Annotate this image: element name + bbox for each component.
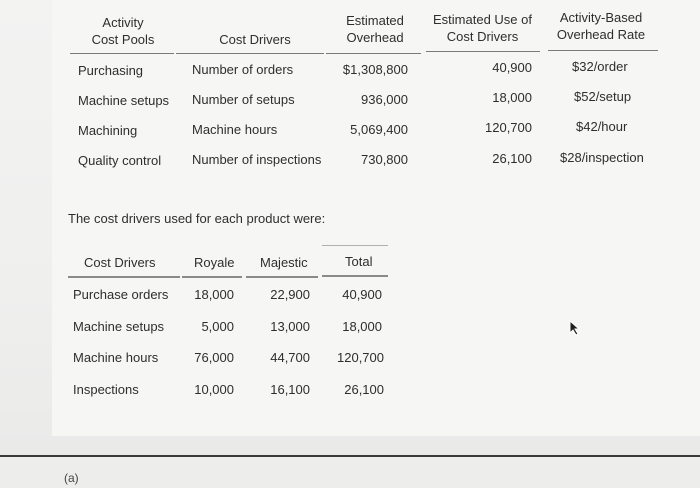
driver-cell: Number of inspections [192,152,322,167]
header-overhead-rate: Activity-Based Overhead Rate [556,10,646,42]
majestic-cell: 16,100 [270,382,310,397]
use-cell: 26,100 [492,151,532,166]
overhead-cell: $1,308,800 [342,62,408,77]
overhead-cell: 936,000 [361,92,408,107]
header-rule-royale [182,276,242,278]
rate-cell: $42/hour [576,119,628,134]
bottom-strip [0,455,700,488]
header-rule-rate [548,50,658,51]
header-royale: Royale [194,255,235,270]
majestic-cell: 13,000 [270,319,310,334]
rate-cell: $32/order [572,59,628,74]
header-rule-majestic [246,276,318,278]
pool-cell: Machining [78,123,138,138]
intro-text: The cost drivers used for each product w… [68,211,326,226]
total-cell: 120,700 [337,350,384,365]
pool-cell: Quality control [78,153,162,168]
driver-cell: Machine hours [192,122,278,137]
total-cell: 40,900 [342,287,382,302]
royale-cell: 18,000 [194,287,234,302]
header-rule-drivers [176,53,324,54]
mouse-pointer-icon [569,320,581,336]
driver-cell: Machine setups [73,319,165,334]
header-activity-cost-pools: Activity Cost Pools [91,15,155,47]
royale-cell: 5,000 [201,319,234,334]
header-estimated-use: Estimated Use of Cost Drivers [433,12,532,44]
header-rule-top [322,245,388,246]
header-cost-drivers: Cost Drivers [84,255,156,270]
bottom-divider [0,455,700,457]
use-cell: 40,900 [492,60,532,75]
overhead-cell: 730,800 [361,152,408,167]
royale-cell: 76,000 [194,350,234,365]
driver-cell: Inspections [73,382,139,397]
royale-cell: 10,000 [194,382,234,397]
overhead-cell: 5,069,400 [350,122,408,137]
driver-cell: Number of setups [192,92,295,107]
header-majestic: Majestic [260,255,308,270]
majestic-cell: 22,900 [270,287,310,302]
majestic-cell: 44,700 [270,350,310,365]
total-cell: 26,100 [344,382,384,397]
driver-cell: Machine hours [73,350,159,365]
header-rule-use [426,51,540,52]
pool-cell: Purchasing [78,63,144,78]
header-cost-drivers: Cost Drivers [219,32,291,47]
total-cell: 18,000 [342,319,382,334]
content-card [52,0,700,436]
rate-cell: $28/inspection [560,150,644,165]
pool-cell: Machine setups [78,93,170,108]
header-estimated-overhead: Estimated Overhead [346,13,404,45]
header-rule-total [322,275,388,277]
part-label: (a) [64,471,79,485]
header-rule-pools [70,53,174,54]
header-rule-drivers [68,276,180,278]
rate-cell: $52/setup [574,89,632,104]
use-cell: 120,700 [485,120,532,135]
driver-cell: Purchase orders [73,287,169,302]
header-rule-overhead [326,53,421,54]
use-cell: 18,000 [492,90,532,105]
header-total: Total [345,254,373,269]
driver-cell: Number of orders [192,62,294,77]
